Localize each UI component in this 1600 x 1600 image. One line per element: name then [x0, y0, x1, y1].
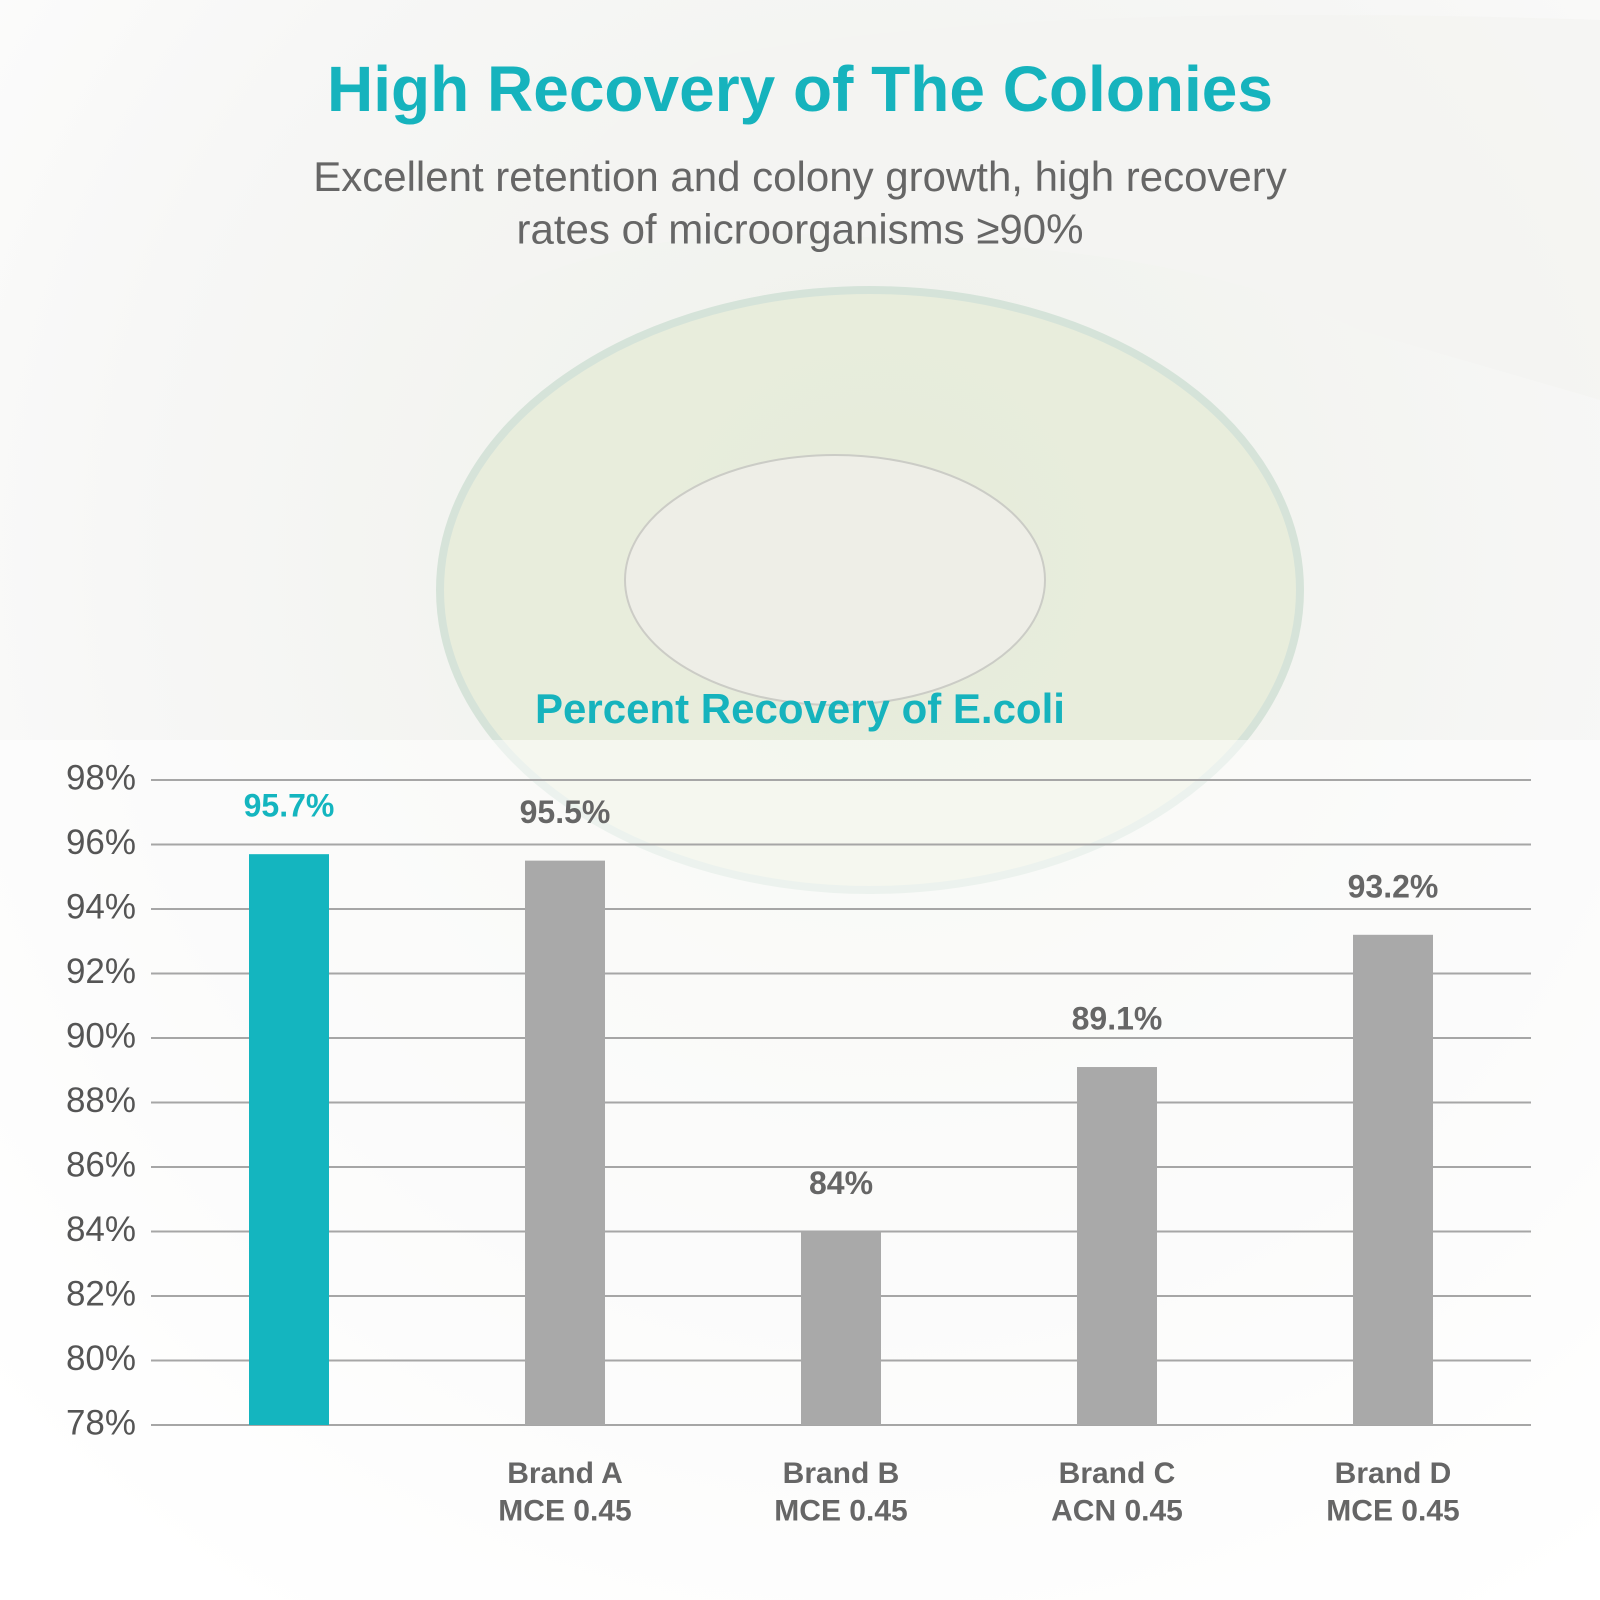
x-tick-label: Brand B MCE 0.45 [774, 1457, 907, 1528]
chart-title: Percent Recovery of E.coli [535, 685, 1065, 732]
bar [1353, 934, 1433, 1425]
title: High Recovery of The Colonies [327, 53, 1273, 125]
y-tick-label: 90% [66, 1016, 136, 1055]
y-tick-label: 82% [66, 1274, 136, 1313]
value-label: 93.2% [1348, 868, 1439, 904]
filter-membrane [624, 454, 1046, 706]
y-tick-label: 96% [66, 823, 136, 862]
y-tick-label: 80% [66, 1339, 136, 1378]
bar [249, 854, 329, 1425]
value-label: 89.1% [1072, 1000, 1163, 1036]
y-tick-label: 98% [66, 758, 136, 797]
y-tick-label: 94% [66, 887, 136, 926]
y-tick-label: 78% [66, 1403, 136, 1442]
value-label: 84% [809, 1165, 873, 1201]
y-tick-label: 88% [66, 1081, 136, 1120]
y-tick-label: 92% [66, 952, 136, 991]
x-tick-label: Brand D MCE 0.45 [1326, 1457, 1459, 1528]
y-tick-label: 84% [66, 1210, 136, 1249]
bar [1077, 1067, 1157, 1425]
x-tick-label: Brand A MCE 0.45 [498, 1457, 631, 1528]
value-label: 95.5% [520, 794, 611, 830]
subtitle: Excellent retention and colony growth, h… [313, 153, 1287, 253]
x-tick-label: Brand C ACN 0.45 [1051, 1457, 1183, 1528]
y-tick-label: 86% [66, 1145, 136, 1184]
value-label: 95.7% [244, 788, 335, 824]
bar [801, 1231, 881, 1425]
glove [440, 15, 1600, 400]
bar [525, 860, 605, 1425]
